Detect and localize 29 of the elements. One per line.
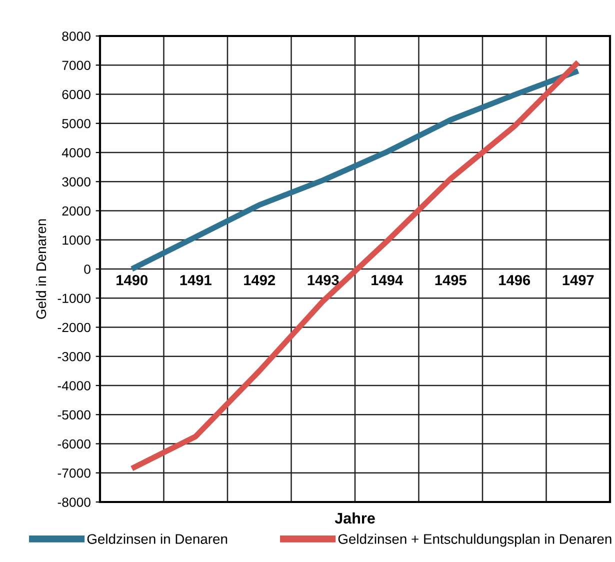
y-tick-label: -1000 bbox=[58, 294, 90, 304]
y-tick-label: 1000 bbox=[62, 235, 90, 245]
x-tick-label: 1491 bbox=[180, 274, 212, 286]
x-axis-title: Jahre bbox=[334, 512, 375, 524]
y-tick-label: 7000 bbox=[62, 60, 90, 70]
y-tick-label: 5000 bbox=[62, 118, 90, 128]
y-tick-label: 4000 bbox=[62, 148, 90, 158]
legend-label: Geldzinsen + Entschuldungsplan in Denaren bbox=[338, 534, 612, 547]
y-tick-label: 3000 bbox=[62, 177, 90, 187]
x-tick-label: 1497 bbox=[562, 274, 594, 286]
legend-label: Geldzinsen in Denaren bbox=[87, 534, 228, 544]
y-tick-label: -8000 bbox=[58, 498, 90, 507]
x-tick-label: 1492 bbox=[244, 274, 276, 286]
y-tick-label: -7000 bbox=[58, 468, 90, 478]
y-tick-label: -6000 bbox=[58, 439, 90, 449]
x-tick-label: 1490 bbox=[116, 274, 148, 286]
y-tick-label: 2000 bbox=[62, 206, 90, 216]
y-tick-label: 0 bbox=[84, 264, 90, 274]
x-tick-label: 1496 bbox=[499, 274, 530, 286]
y-axis-title: Geld in Denaren bbox=[36, 219, 46, 319]
y-tick-label: 8000 bbox=[62, 32, 90, 41]
y-tick-label: 6000 bbox=[62, 90, 90, 100]
y-tick-label: -3000 bbox=[58, 352, 90, 362]
x-tick-label: 1493 bbox=[308, 274, 339, 286]
y-tick-label: -5000 bbox=[58, 410, 90, 420]
y-tick-label: -4000 bbox=[58, 381, 90, 390]
x-tick-label: 1494 bbox=[372, 274, 404, 286]
x-tick-label: 1495 bbox=[435, 274, 466, 286]
y-tick-label: -2000 bbox=[58, 322, 90, 332]
